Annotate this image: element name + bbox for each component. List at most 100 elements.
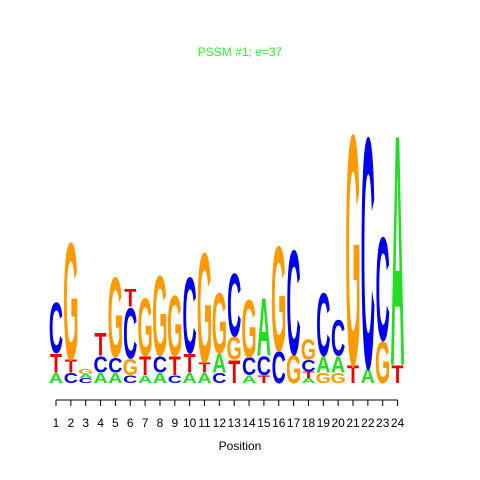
x-tick-label-14: 14 (242, 416, 256, 430)
logo-column-23: GC (375, 207, 390, 397)
logo-letter-a: A (93, 370, 107, 387)
logo-column-7: ATG (137, 280, 152, 386)
x-tick-label-5: 5 (112, 416, 119, 430)
logo-column-12: CAG (212, 276, 227, 386)
logo-letter-g: G (108, 255, 123, 382)
logo-letter-g: G (330, 370, 345, 387)
x-tick-label-1: 1 (53, 416, 60, 430)
logo-letter-a: A (301, 377, 316, 385)
logo-letter-a: A (257, 280, 271, 374)
logo-letter-a: A (197, 370, 211, 387)
logo-letter-t: T (184, 350, 196, 380)
logo-letter-t: T (258, 374, 270, 386)
x-tick-label-18: 18 (302, 416, 316, 430)
logo-column-2: CTG (63, 209, 78, 396)
x-tick-label-6: 6 (127, 416, 134, 430)
logo-letter-g: G (345, 66, 360, 436)
logo-letter-g: G (271, 214, 286, 382)
logo-letter-g: G (152, 254, 167, 381)
logo-column-8: ACG (152, 254, 167, 386)
x-tick-label-2: 2 (68, 416, 75, 430)
logo-letter-c: C (301, 357, 315, 375)
logo-letter-a: A (138, 374, 153, 386)
logo-letter-t: T (392, 361, 404, 389)
logo-letter-c: C (376, 207, 390, 372)
logo-letter-c: C (49, 289, 63, 370)
logo-letter-c: C (242, 353, 256, 381)
logo-letter-t: T (65, 357, 78, 377)
logo-letter-c: C (123, 374, 138, 386)
logo-letter-t: T (95, 327, 107, 363)
x-tick-label-16: 16 (272, 416, 286, 430)
logo-column-3: CAG (78, 368, 94, 385)
x-tick-label-15: 15 (257, 416, 271, 430)
logo-column-16: CG (271, 214, 286, 393)
logo-letter-c: C (361, 68, 375, 438)
logo-column-1: ATC (49, 289, 63, 386)
logo-letter-a: A (108, 370, 122, 387)
x-axis-title: Position (219, 439, 262, 453)
x-tick-label-17: 17 (287, 416, 301, 430)
logo-column-22: AC (361, 68, 375, 438)
logo-letter-c: C (257, 352, 271, 382)
logo-letter-a: A (242, 374, 257, 386)
x-tick-label-10: 10 (183, 416, 197, 430)
logo-letter-a: A (212, 350, 226, 380)
logo-letter-g: G (286, 348, 301, 392)
logo-letter-c: C (64, 370, 78, 387)
logo-column-4: ACT (93, 327, 108, 387)
logo-letter-t: T (347, 361, 359, 389)
x-tick-label-24: 24 (391, 416, 405, 430)
logo-letter-g: G (301, 335, 316, 367)
logo-column-5: ACG (108, 255, 123, 386)
logo-letter-c: C (108, 354, 122, 378)
logo-letter-g: G (227, 331, 242, 367)
logo-column-20: GAC (330, 311, 345, 386)
logo-letter-c: C (331, 311, 345, 368)
x-tick-label-23: 23 (376, 416, 390, 430)
logo-letter-a: A (153, 370, 167, 387)
logo-letter-a: A (79, 373, 94, 379)
logo-column-13: TGC (227, 255, 242, 391)
logo-letter-c: C (123, 294, 137, 375)
logo-letter-t: T (169, 352, 181, 382)
logo-column-19: GAC (316, 274, 331, 386)
x-tick-label-20: 20 (331, 416, 345, 430)
logo-letter-g: G (212, 276, 227, 373)
logo-column-21: TG (345, 66, 360, 436)
x-tick-label-11: 11 (198, 416, 211, 430)
x-tick-label-19: 19 (317, 416, 331, 430)
logo-letter-a: A (49, 370, 63, 387)
x-tick-label-3: 3 (82, 416, 89, 430)
logo-column-10: ATC (183, 257, 197, 386)
logo-letter-a: A (183, 370, 197, 387)
logo-letter-g: G (375, 331, 390, 397)
logo-letter-t: T (139, 352, 151, 382)
logo-letter-t: T (198, 359, 211, 376)
x-tick-label-4: 4 (97, 416, 104, 430)
logo-letter-c: C (272, 343, 286, 394)
x-tick-label-13: 13 (228, 416, 242, 430)
logo-letter-g: G (63, 209, 78, 396)
logo-letter-t: T (228, 354, 240, 390)
logo-letter-g: G (316, 370, 331, 387)
x-axis: 1 2 3 4 5 6 7 8 9 10 11 12 13 14 15 16 17 18 19 20 21 22 23 24 (53, 399, 405, 430)
logo-column-14: ACG (241, 281, 256, 385)
logo-column-24: TA (390, 66, 404, 436)
logo-column-17: GC (286, 218, 301, 391)
logo-letter-g: G (241, 281, 256, 375)
logo-letter-a: A (390, 66, 404, 436)
x-tick-label-12: 12 (213, 416, 227, 430)
logo-column-15: TCA (257, 280, 271, 386)
logo-letter-g: G (78, 368, 93, 376)
logo-column-9: CTG (167, 278, 182, 385)
logo-letter-c: C (153, 351, 168, 378)
logo-letter-t: T (50, 350, 62, 380)
x-tick-label-7: 7 (142, 416, 149, 430)
logo-letter-c: C (212, 370, 226, 387)
x-tick-label-9: 9 (171, 416, 178, 430)
x-tick-label-8: 8 (157, 416, 164, 430)
